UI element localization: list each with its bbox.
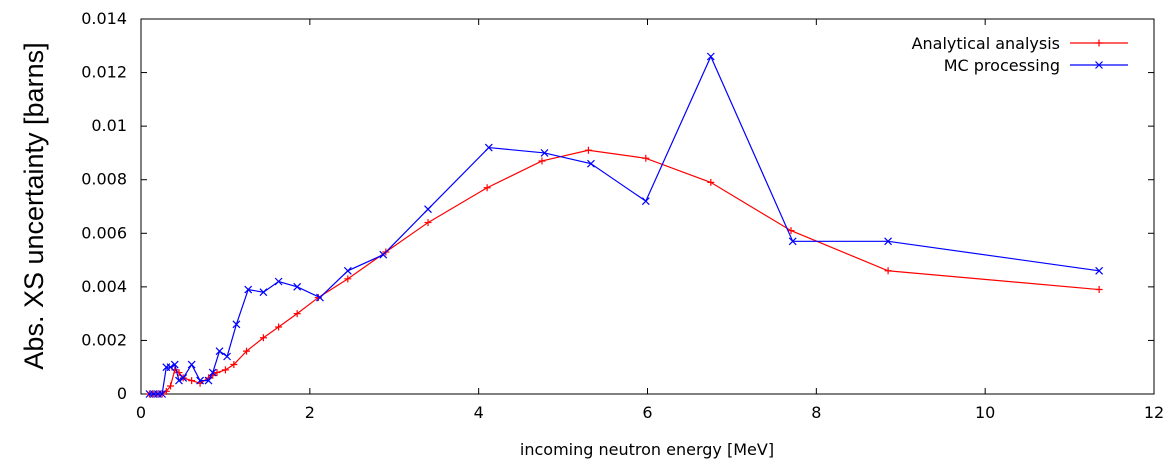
data-point	[179, 374, 188, 382]
data-point	[213, 369, 221, 377]
data-point	[884, 237, 893, 246]
data-point	[884, 267, 892, 275]
y-tick-label: 0.01	[91, 116, 127, 135]
data-point	[587, 159, 595, 168]
data-point	[538, 157, 546, 165]
data-point	[344, 275, 352, 283]
data-point	[484, 143, 493, 152]
y-tick-label: 0.002	[81, 330, 127, 349]
data-point	[221, 366, 229, 374]
data-point	[540, 149, 549, 157]
data-point	[259, 288, 268, 297]
data-point	[584, 146, 592, 154]
data-point	[275, 323, 283, 331]
data-point	[167, 382, 175, 390]
data-point	[170, 360, 179, 369]
data-point	[188, 377, 196, 385]
x-tick-label: 2	[305, 403, 315, 422]
data-point	[1095, 286, 1103, 294]
y-tick-label: 0.006	[81, 223, 127, 242]
legend-label: MC processing	[944, 56, 1060, 75]
data-point	[232, 320, 241, 329]
data-point	[187, 360, 196, 369]
data-point	[787, 227, 795, 235]
data-point	[1095, 266, 1104, 275]
x-tick-label: 10	[975, 403, 995, 422]
data-point	[158, 390, 167, 398]
series-layer	[145, 52, 1104, 398]
data-point	[424, 219, 432, 227]
x-tick-label: 0	[136, 403, 146, 422]
series-line	[149, 149, 1100, 395]
x-tick-label: 6	[642, 403, 652, 422]
data-point	[196, 376, 205, 385]
y-tick-label: 0.014	[81, 9, 127, 28]
data-point	[343, 266, 352, 275]
data-point	[1095, 39, 1103, 47]
series-line	[149, 55, 1100, 395]
data-point	[424, 205, 432, 214]
data-point	[1095, 61, 1103, 69]
data-point	[293, 310, 301, 318]
y-tick-label: 0.012	[81, 63, 127, 82]
legend: Analytical analysis MC processing	[912, 34, 1128, 75]
data-point	[208, 368, 217, 377]
x-tick-label: 12	[1144, 403, 1164, 422]
y-tick-label: 0	[117, 384, 127, 403]
data-point	[175, 376, 183, 385]
y-tick-label: 0.004	[81, 277, 127, 296]
data-point	[215, 347, 224, 356]
x-axis-title: incoming neutron energy [MeV]	[520, 440, 774, 459]
data-point	[223, 352, 232, 361]
data-point	[293, 282, 302, 291]
y-tick-label: 0.008	[81, 170, 127, 189]
data-point	[166, 363, 175, 372]
data-point	[707, 178, 715, 186]
data-point	[259, 334, 267, 342]
x-tick-label: 4	[474, 403, 484, 422]
data-point	[244, 285, 253, 294]
series-1	[145, 52, 1104, 398]
data-point	[641, 197, 650, 206]
y-axis-title: Abs. XS uncertainty [barns]	[19, 42, 49, 369]
data-point	[230, 361, 238, 369]
data-point	[788, 237, 797, 246]
tick-labels: 0 2 4 6 8 10 12 0 0.002 0.004 0.006 0.008 0.01 0.012 0…	[81, 9, 1164, 422]
x-tick-label: 8	[811, 403, 821, 422]
data-point	[483, 184, 491, 192]
data-point	[706, 52, 715, 61]
legend-label: Analytical analysis	[912, 34, 1060, 53]
data-point	[243, 347, 251, 355]
ticks	[140, 18, 1155, 395]
data-point	[642, 154, 650, 162]
data-point	[316, 293, 324, 302]
plot-frame	[140, 18, 1155, 395]
series-0	[145, 146, 1103, 398]
data-point	[379, 250, 388, 259]
data-point	[204, 376, 213, 385]
data-point	[274, 277, 283, 286]
